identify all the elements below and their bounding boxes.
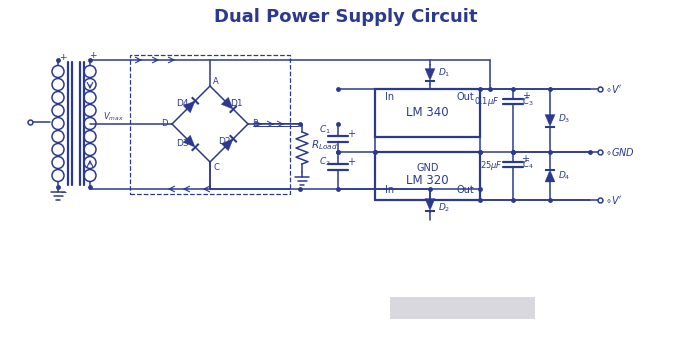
Text: In: In — [385, 185, 394, 195]
Text: LM 340: LM 340 — [406, 106, 449, 120]
Text: $C_4$: $C_4$ — [522, 159, 534, 171]
Text: +: + — [347, 129, 355, 139]
Text: D1: D1 — [230, 99, 242, 109]
Bar — [375, 152, 480, 200]
Text: $C_3$: $C_3$ — [522, 96, 534, 108]
Text: $C_2$: $C_2$ — [319, 156, 331, 168]
Text: $25\mu F$: $25\mu F$ — [480, 158, 502, 172]
Text: $D_3$: $D_3$ — [558, 112, 570, 125]
Polygon shape — [425, 198, 435, 211]
Polygon shape — [545, 170, 555, 182]
Polygon shape — [425, 68, 435, 81]
Bar — [375, 89, 480, 137]
Text: $\circ V'$: $\circ V'$ — [605, 83, 622, 95]
Text: A: A — [213, 78, 219, 87]
Text: $D_1$: $D_1$ — [438, 66, 450, 79]
Polygon shape — [183, 101, 195, 113]
Text: Out: Out — [456, 92, 474, 102]
Text: LM 320: LM 320 — [406, 175, 449, 187]
Text: D: D — [161, 120, 167, 128]
Text: $D_2$: $D_2$ — [438, 202, 450, 214]
Bar — [130, 55, 290, 194]
Text: $0.1\mu F$: $0.1\mu F$ — [474, 95, 500, 109]
Text: D4: D4 — [176, 99, 188, 109]
Text: $\circ GND$: $\circ GND$ — [605, 146, 635, 158]
Text: +: + — [89, 52, 97, 61]
Polygon shape — [221, 139, 233, 151]
Text: Dual Power Supply Circuit: Dual Power Supply Circuit — [215, 8, 477, 26]
Polygon shape — [183, 135, 195, 147]
Text: +: + — [521, 154, 529, 164]
Text: GND: GND — [417, 163, 439, 173]
Text: D3: D3 — [176, 140, 188, 149]
Text: B: B — [252, 120, 258, 128]
Text: +: + — [60, 53, 66, 61]
Text: $D_4$: $D_4$ — [558, 170, 570, 182]
Text: +: + — [347, 157, 355, 167]
Text: $C_1$: $C_1$ — [319, 124, 331, 136]
Text: D2: D2 — [218, 137, 230, 147]
Bar — [390, 297, 535, 319]
Text: Out: Out — [456, 185, 474, 195]
Text: In: In — [385, 92, 394, 102]
Text: $V_{max}$: $V_{max}$ — [102, 111, 123, 123]
Text: C: C — [213, 162, 219, 172]
Polygon shape — [545, 115, 555, 126]
Text: $R_{Load}$: $R_{Load}$ — [311, 138, 338, 152]
Text: +: + — [522, 91, 530, 101]
Text: −: − — [60, 187, 66, 196]
Polygon shape — [221, 97, 233, 109]
Text: $\circ V'$: $\circ V'$ — [605, 194, 622, 206]
